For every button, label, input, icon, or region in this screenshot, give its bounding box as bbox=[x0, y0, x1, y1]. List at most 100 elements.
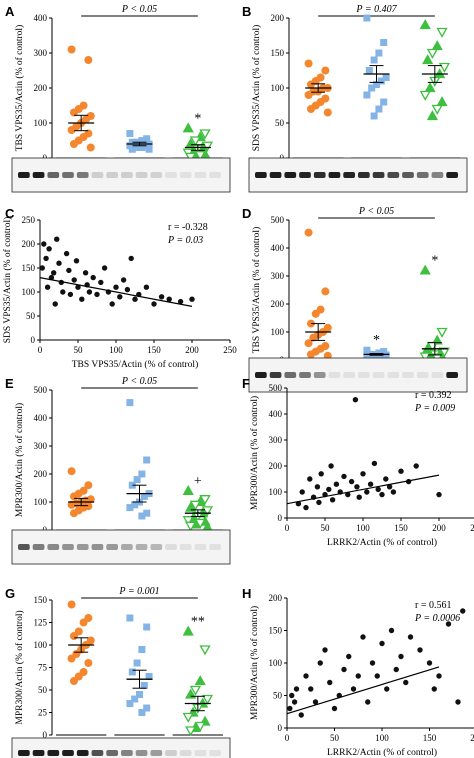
y-tick-label: 100 bbox=[34, 118, 48, 128]
y-tick-label: 400 bbox=[34, 413, 48, 423]
y-tick-label: 200 bbox=[22, 239, 36, 249]
data-point-control bbox=[79, 618, 88, 627]
y-tick-label: 150 bbox=[34, 595, 48, 605]
y-tick-label: 200 bbox=[34, 469, 48, 479]
data-point-ipd bbox=[368, 84, 376, 92]
data-point-lrrk2 bbox=[194, 721, 206, 732]
data-point bbox=[333, 481, 340, 487]
data-point bbox=[384, 686, 390, 692]
p-value-label: P < 0.05 bbox=[121, 4, 157, 15]
data-point bbox=[329, 497, 336, 503]
y-tick-label: 0 bbox=[278, 723, 283, 733]
blot-band bbox=[255, 172, 267, 178]
blot-band bbox=[416, 372, 429, 378]
data-point-lrrk2 bbox=[419, 90, 431, 101]
data-point bbox=[101, 265, 108, 271]
y-tick-label: 400 bbox=[34, 13, 48, 23]
blot-band bbox=[106, 172, 118, 178]
blot-band bbox=[343, 372, 355, 378]
data-point-lrrk2 bbox=[426, 110, 439, 121]
blot-band bbox=[284, 172, 297, 178]
blot-band bbox=[150, 172, 163, 178]
data-point-ipd bbox=[380, 353, 388, 361]
data-point bbox=[379, 640, 385, 647]
data-point bbox=[63, 250, 70, 257]
data-point-control bbox=[306, 319, 315, 328]
data-point bbox=[307, 476, 313, 482]
data-point-control bbox=[306, 105, 315, 113]
y-tick-label: 100 bbox=[271, 327, 285, 337]
blot-band bbox=[431, 172, 444, 178]
y-tick-label: 100 bbox=[269, 487, 283, 497]
data-point-ipd bbox=[363, 14, 371, 22]
blot-band bbox=[165, 750, 177, 756]
data-point-lrrk2 bbox=[426, 48, 439, 59]
data-point bbox=[60, 289, 66, 295]
y-tick-label: 100 bbox=[34, 640, 48, 650]
y-axis-label: MPR300/Actin (% of control) bbox=[14, 610, 25, 724]
data-point-ipd bbox=[126, 399, 134, 407]
data-point bbox=[303, 504, 309, 511]
data-point bbox=[431, 686, 437, 692]
data-point-control bbox=[84, 659, 93, 667]
data-point bbox=[327, 679, 333, 686]
data-point-control bbox=[321, 66, 330, 75]
data-point-control bbox=[69, 108, 78, 117]
data-point bbox=[56, 260, 62, 266]
data-point-ipd bbox=[370, 56, 378, 64]
y-tick-label: 150 bbox=[22, 263, 36, 273]
significance-mark: + bbox=[194, 474, 202, 489]
data-point bbox=[345, 491, 351, 498]
data-point bbox=[151, 301, 157, 307]
data-point bbox=[317, 660, 323, 666]
correlation-p: P = 0.009 bbox=[414, 403, 455, 414]
data-point bbox=[54, 236, 60, 242]
data-point bbox=[360, 471, 366, 477]
x-tick-label: 50 bbox=[321, 523, 331, 533]
data-point-ipd bbox=[363, 346, 371, 354]
x-tick-label: 200 bbox=[470, 733, 474, 743]
x-tick-label: 250 bbox=[223, 345, 237, 355]
blot-band bbox=[62, 544, 74, 550]
data-point bbox=[393, 666, 399, 673]
data-point-ipd bbox=[143, 135, 151, 143]
data-point bbox=[367, 481, 374, 487]
blot-band bbox=[372, 172, 385, 178]
data-point-lrrk2 bbox=[199, 645, 211, 656]
y-tick-label: 300 bbox=[34, 441, 48, 451]
blot-band bbox=[165, 544, 177, 550]
blot-band bbox=[328, 372, 341, 378]
data-point-lrrk2 bbox=[436, 327, 448, 338]
data-point-ipd bbox=[133, 476, 141, 484]
data-point-ipd bbox=[138, 709, 146, 716]
y-tick-label: 200 bbox=[269, 593, 283, 603]
data-point-lrrk2 bbox=[199, 495, 211, 506]
y-tick-label: 0 bbox=[31, 335, 36, 345]
y-tick-label: 125 bbox=[34, 618, 48, 628]
data-point bbox=[417, 647, 423, 653]
data-point bbox=[90, 274, 96, 281]
data-point-lrrk2 bbox=[201, 506, 214, 517]
regression-line bbox=[39, 277, 193, 307]
y-tick-label: 400 bbox=[271, 243, 285, 253]
blot-band bbox=[402, 372, 414, 378]
data-point-ipd bbox=[373, 81, 380, 88]
blot-band bbox=[299, 372, 311, 378]
data-point bbox=[403, 679, 409, 686]
blot-band bbox=[269, 172, 282, 178]
data-point-lrrk2 bbox=[199, 129, 211, 140]
blot-band bbox=[313, 372, 326, 378]
blot-band bbox=[165, 172, 177, 178]
data-point-ipd bbox=[375, 105, 383, 113]
y-axis-label: MPR300/Actin (% of control) bbox=[249, 606, 260, 720]
data-point-lrrk2 bbox=[182, 712, 194, 723]
data-point bbox=[128, 255, 134, 262]
data-point bbox=[50, 270, 57, 276]
panel-label: F bbox=[242, 376, 250, 391]
data-point bbox=[460, 608, 466, 614]
x-tick-label: 50 bbox=[330, 733, 340, 743]
regression-line bbox=[286, 666, 440, 715]
data-point-ipd bbox=[365, 67, 373, 74]
panel-g: G MPR300/Actin (% of control) 0 25 50 75 100 12… bbox=[5, 586, 231, 758]
data-point-ipd bbox=[138, 470, 146, 478]
